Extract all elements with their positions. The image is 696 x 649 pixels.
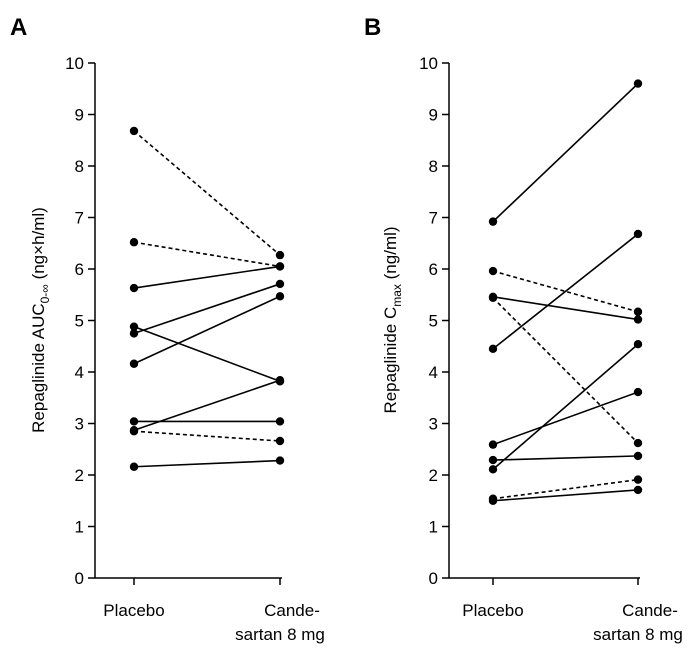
y-tick-label-b: 5 [429, 312, 438, 331]
data-point-b [633, 438, 643, 448]
y-tick-label-b: 9 [429, 106, 438, 125]
data-point-a [129, 427, 139, 436]
y-tick-label-b: 8 [429, 157, 438, 176]
data-point-b [488, 344, 498, 354]
data-point-b [488, 440, 498, 449]
data-point-b [488, 266, 498, 276]
x-tick-label-a: Cande- [264, 601, 320, 620]
data-point-a [275, 417, 285, 426]
data-point-a [129, 417, 139, 426]
panel-b: B Repaglinide Cmax (ng/ml) 0 1 2 3 4 5 6 7 8 9 10 P… [364, 14, 683, 644]
panel-a: A Repaglinide AUC0-∞ (ng×h/ml) 0 1 2 3 4 5 6 7 8… [10, 14, 325, 644]
x-tick-label-b: Placebo [462, 601, 523, 620]
x-tick-label-line2-a: sartan 8 mg [235, 625, 325, 644]
y-tick-label-b: 1 [429, 518, 438, 537]
data-point-a [129, 322, 139, 331]
data-point-a [275, 292, 285, 301]
data-point-a [275, 262, 285, 271]
series-line-b [492, 296, 639, 321]
series-line-b [492, 83, 639, 223]
x-tick-label-a: Placebo [103, 601, 164, 620]
y-tick-label-a: 3 [75, 415, 84, 434]
data-point-b [633, 475, 643, 484]
series-line-a [133, 241, 281, 268]
y-tick-label-a: 2 [75, 466, 84, 485]
panel-letter-b: B [364, 14, 381, 41]
y-axis-title-b-main: Repaglinide C [381, 307, 400, 414]
data-point-b [488, 465, 498, 474]
y-tick-label-a: 7 [75, 209, 84, 228]
data-point-b [488, 217, 498, 226]
series-line-b [492, 455, 639, 461]
y-axis-title-a-tail: (ng×h/ml) [29, 207, 48, 284]
data-point-a [129, 329, 139, 338]
y-tick-label-a: 0 [75, 569, 84, 588]
data-point-a [129, 283, 139, 293]
y-axis-title-b-sub: max [390, 284, 404, 307]
data-point-a [275, 279, 285, 289]
data-point-a [275, 456, 285, 465]
series-line-a [133, 430, 281, 442]
y-tick-label-b: 3 [429, 415, 438, 434]
y-tick-label-b: 2 [429, 466, 438, 485]
x-tick-label-line2-b: sartan 8 mg [593, 625, 683, 644]
y-tick-label-a: 9 [75, 106, 84, 125]
data-point-b [633, 229, 643, 239]
series-line-b [492, 489, 639, 502]
data-point-a [129, 359, 139, 368]
data-point-a [275, 436, 285, 446]
y-axis-title-a-main: Repaglinide AUC [29, 303, 48, 432]
y-axis-title-b-tail: (ng/ml) [381, 226, 400, 284]
data-point-b [488, 496, 498, 505]
data-point-b [633, 315, 643, 324]
data-point-b [633, 485, 643, 495]
data-point-b [633, 339, 643, 349]
y-tick-label-b: 4 [429, 363, 438, 382]
data-point-a [275, 376, 285, 385]
y-tick-label-a: 1 [75, 518, 84, 537]
series-line-b [492, 343, 639, 470]
y-tick-label-b: 0 [429, 569, 438, 588]
series-line-a [133, 265, 281, 289]
x-tick-label-b: Cande- [622, 601, 678, 620]
data-point-b [633, 307, 643, 316]
y-tick-label-a: 6 [75, 260, 84, 279]
y-axis-title-a: Repaglinide AUC0-∞ (ng×h/ml) [29, 207, 52, 433]
data-point-a [129, 126, 139, 136]
y-tick-label-b: 7 [429, 209, 438, 228]
data-point-b [633, 387, 643, 397]
data-point-b [488, 293, 498, 303]
data-point-a [129, 462, 139, 471]
y-tick-label-a: 10 [65, 54, 84, 73]
data-point-b [488, 455, 498, 465]
series-line-a [133, 283, 281, 335]
series-line-a [133, 379, 281, 431]
series-line-a [133, 325, 281, 383]
y-tick-label-a: 5 [75, 312, 84, 331]
series-line-a [133, 295, 281, 365]
series-line-b [492, 478, 639, 500]
y-tick-label-a: 8 [75, 157, 84, 176]
series-line-a [133, 130, 281, 256]
data-point-b [633, 451, 643, 461]
data-point-a [275, 250, 285, 260]
y-axis-title-b: Repaglinide Cmax (ng/ml) [381, 226, 404, 413]
data-point-a [129, 238, 139, 247]
series-line-b [492, 391, 639, 446]
y-axis-title-a-sub: 0-∞ [38, 284, 52, 303]
series-line-b [492, 233, 639, 350]
panel-letter-a: A [10, 14, 27, 41]
y-tick-label-b: 10 [419, 54, 438, 73]
data-point-b [633, 79, 643, 88]
y-tick-label-b: 6 [429, 260, 438, 279]
series-line-b [492, 297, 639, 444]
series-line-a [133, 459, 281, 468]
y-tick-label-a: 4 [75, 363, 84, 382]
